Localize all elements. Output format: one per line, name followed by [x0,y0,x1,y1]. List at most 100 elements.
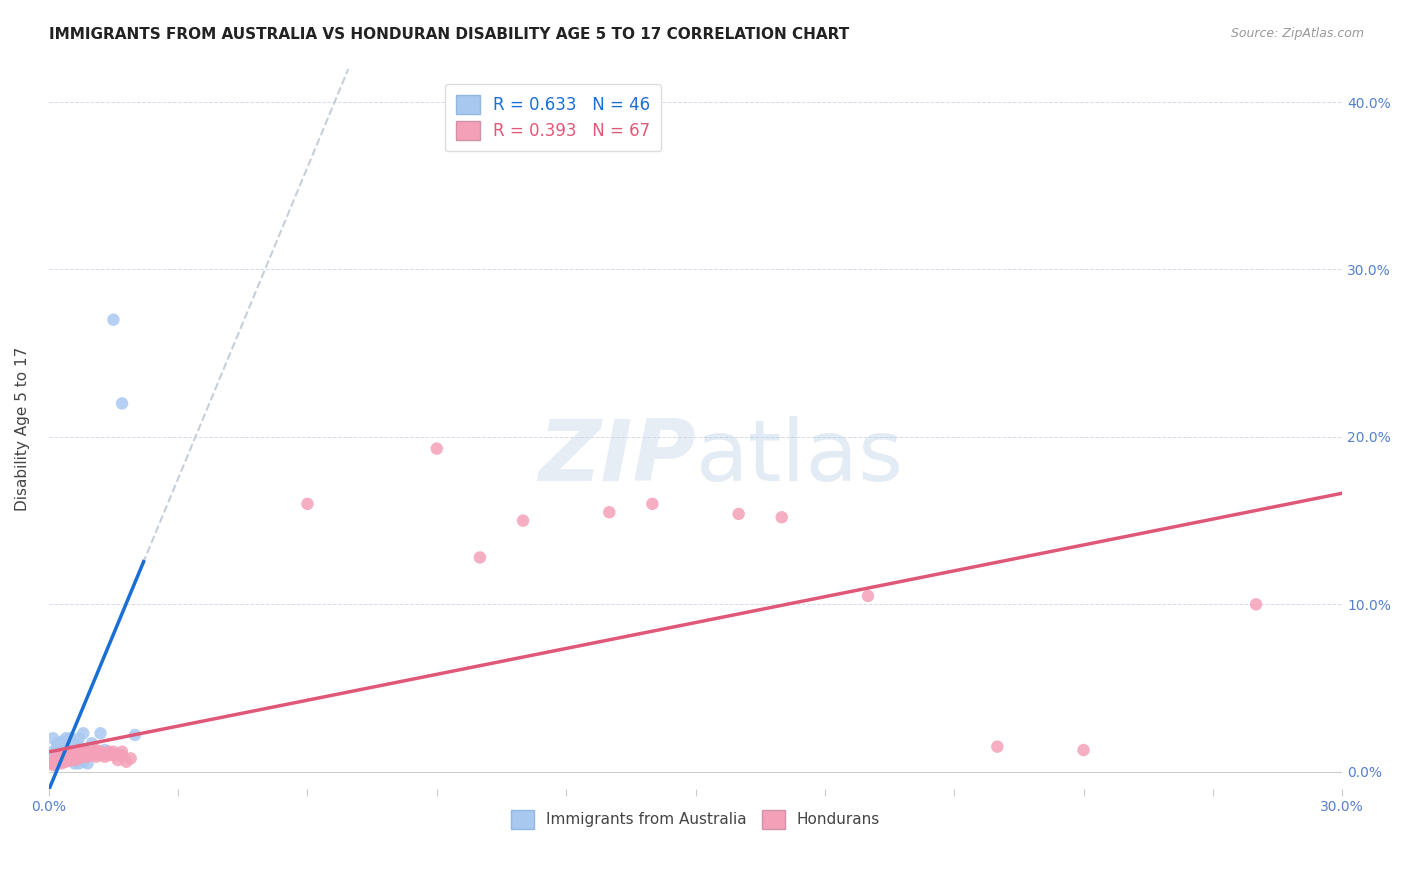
Point [103,747,125,762]
Point [42,753,65,767]
Point [55,741,77,756]
Point [67,747,90,762]
Point [55,747,77,762]
Point [59,745,82,759]
Point [76,756,98,771]
Point [55,751,77,765]
Point [55,753,77,767]
Point [51,743,73,757]
Point [111,396,134,410]
Point [986,739,1008,754]
Point [111,747,134,762]
Point [72,747,94,762]
Text: atlas: atlas [696,416,904,499]
Legend: Immigrants from Australia, Hondurans: Immigrants from Australia, Hondurans [505,804,886,835]
Point [67,747,90,762]
Text: ZIP: ZIP [538,416,696,499]
Point [468,550,491,565]
Point [46,755,69,769]
Point [727,507,749,521]
Point [107,747,129,762]
Point [59,731,82,746]
Point [46,749,69,764]
Point [42,745,65,759]
Point [84,747,107,761]
Point [856,589,879,603]
Point [42,753,65,767]
Text: Source: ZipAtlas.com: Source: ZipAtlas.com [1230,27,1364,40]
Point [1244,598,1267,612]
Point [89,747,111,762]
Point [111,745,134,759]
Point [76,745,98,759]
Point [120,751,142,765]
Point [42,756,65,771]
Point [80,747,103,761]
Point [76,749,98,764]
Point [72,755,94,769]
Point [51,751,73,765]
Point [59,739,82,754]
Point [124,728,146,742]
Point [46,736,69,750]
Point [63,745,86,759]
Point [641,497,664,511]
Point [103,745,125,759]
Point [98,747,121,762]
Point [55,755,77,769]
Point [67,739,90,754]
Point [67,747,90,761]
Point [94,747,117,761]
Point [80,745,103,759]
Point [42,731,65,746]
Point [51,747,73,762]
Point [107,753,129,767]
Point [72,749,94,764]
Point [89,745,111,759]
Point [59,747,82,761]
Point [63,756,86,771]
Point [46,749,69,764]
Point [72,726,94,740]
Point [46,753,69,767]
Point [72,745,94,759]
Point [51,751,73,765]
Point [42,758,65,772]
Point [46,756,69,771]
Point [76,747,98,762]
Point [80,747,103,762]
Point [63,736,86,750]
Point [67,751,90,765]
Point [512,514,534,528]
Point [46,747,69,762]
Point [51,755,73,769]
Point [67,756,90,771]
Point [63,753,86,767]
Point [51,747,73,762]
Point [51,753,73,767]
Point [51,745,73,759]
Point [84,743,107,757]
Point [1073,743,1095,757]
Point [46,751,69,765]
Point [55,749,77,764]
Point [59,747,82,762]
Point [51,734,73,748]
Point [55,738,77,752]
Point [59,736,82,750]
Text: IMMIGRANTS FROM AUSTRALIA VS HONDURAN DISABILITY AGE 5 TO 17 CORRELATION CHART: IMMIGRANTS FROM AUSTRALIA VS HONDURAN DI… [49,27,849,42]
Point [46,756,69,771]
Point [426,442,449,456]
Y-axis label: Disability Age 5 to 17: Disability Age 5 to 17 [15,346,30,510]
Point [67,743,90,757]
Point [55,747,77,762]
Point [46,739,69,754]
Point [63,749,86,764]
Point [63,747,86,761]
Point [55,734,77,748]
Point [103,312,125,326]
Point [115,755,138,769]
Point [46,743,69,757]
Point [67,731,90,746]
Point [51,756,73,771]
